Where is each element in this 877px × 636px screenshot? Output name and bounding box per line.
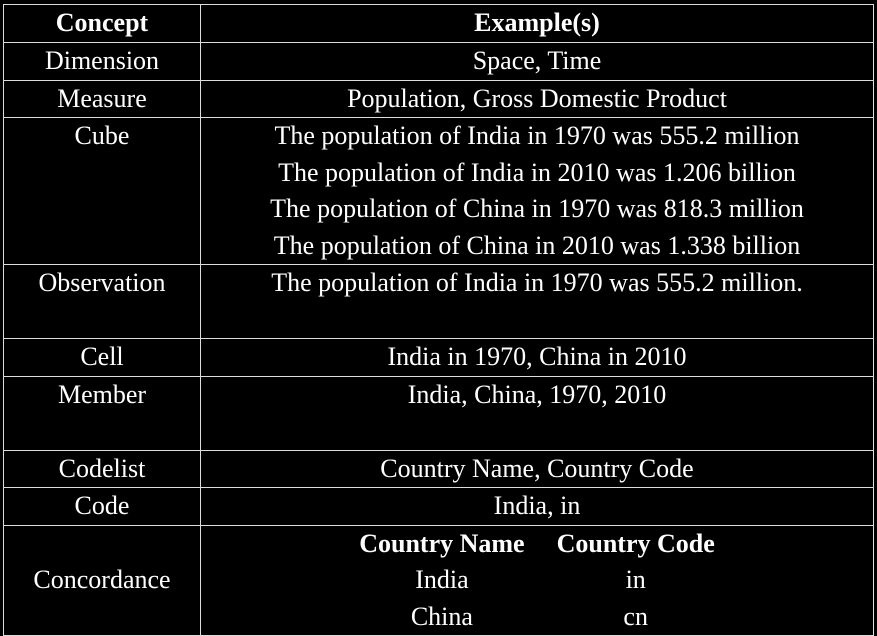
concept-cell: Measure (3, 79, 201, 118)
header-cell: Example(s) (200, 4, 874, 43)
example-line: The population of China in 1970 was 818.… (270, 194, 804, 223)
example-cell: Space, Time (200, 41, 874, 81)
example-line: India, China, 1970, 2010 (407, 379, 667, 409)
concept-table: Concept Example(s) Dimension Space, Time M… (3, 4, 874, 636)
table-row: Concordance Country Name Country Code India… (3, 524, 874, 636)
example-cell: India, in (200, 487, 874, 526)
table-row: Dimension Space, Time (3, 41, 874, 81)
example-cell: Country Name, Country Code (200, 449, 874, 488)
concordance-header: Country Name Country Code (343, 526, 731, 563)
concordance-header-cell: Country Name (359, 528, 525, 558)
concordance-cell: China (410, 601, 473, 631)
concordance-row: India in (343, 562, 731, 599)
concept-cell: Cell (3, 338, 201, 377)
table-row: Cube The population of India in 1970 was … (3, 117, 874, 265)
table-row: Member India, China, 1970, 2010 (3, 375, 874, 451)
header-cell: Concept (3, 4, 201, 43)
example-cell: Country Name Country Code India in China cn (200, 524, 874, 636)
concordance-cell: in (625, 565, 646, 594)
example-line: The population of India in 2010 was 1.20… (278, 157, 796, 187)
concordance-header-cell: Country Code (556, 528, 715, 558)
table-row: Measure Population, Gross Domestic Produc… (3, 79, 874, 118)
concept-cell: Code (3, 487, 201, 526)
example-line: The population of China in 2010 was 1.33… (273, 230, 801, 260)
table-row: Cell India in 1970, China in 2010 (3, 338, 874, 377)
concept-cell: Codelist (3, 449, 201, 488)
example-line: Country Name, Country Code (380, 453, 694, 483)
example-cell: The population of India in 1970 was 555.… (200, 117, 874, 265)
example-cell: The population of India in 1970 was 555.… (200, 264, 874, 339)
example-line: The population of India in 1970 was 555.… (274, 121, 800, 150)
concept-cell: Dimension (3, 41, 201, 81)
example-cell: India, China, 1970, 2010 (200, 375, 874, 451)
table-row: Codelist Country Name, Country Code (3, 449, 874, 488)
concordance-cell: cn (623, 601, 648, 631)
example-line: India, in (493, 491, 581, 520)
header-row: Concept Example(s) (3, 4, 874, 43)
concept-cell: Member (3, 375, 201, 451)
concordance-cell: India (415, 565, 469, 594)
example-line: India in 1970, China in 2010 (387, 342, 687, 371)
table-row: Code India, in (3, 487, 874, 526)
table-row: Observation The population of India in 19… (3, 264, 874, 339)
example-cell: Population, Gross Domestic Product (200, 79, 874, 118)
example-cell: India in 1970, China in 2010 (200, 338, 874, 377)
concept-cell: Observation (3, 264, 201, 339)
concordance-row: China cn (343, 599, 731, 636)
concept-cell: Concordance (3, 524, 201, 636)
concept-cell: Cube (3, 117, 201, 265)
example-line: The population of India in 1970 was 555.… (271, 268, 803, 297)
example-line: Space, Time (472, 45, 602, 75)
concordance-table: Country Name Country Code India in China cn (343, 526, 731, 636)
example-line: Population, Gross Domestic Product (347, 83, 727, 113)
